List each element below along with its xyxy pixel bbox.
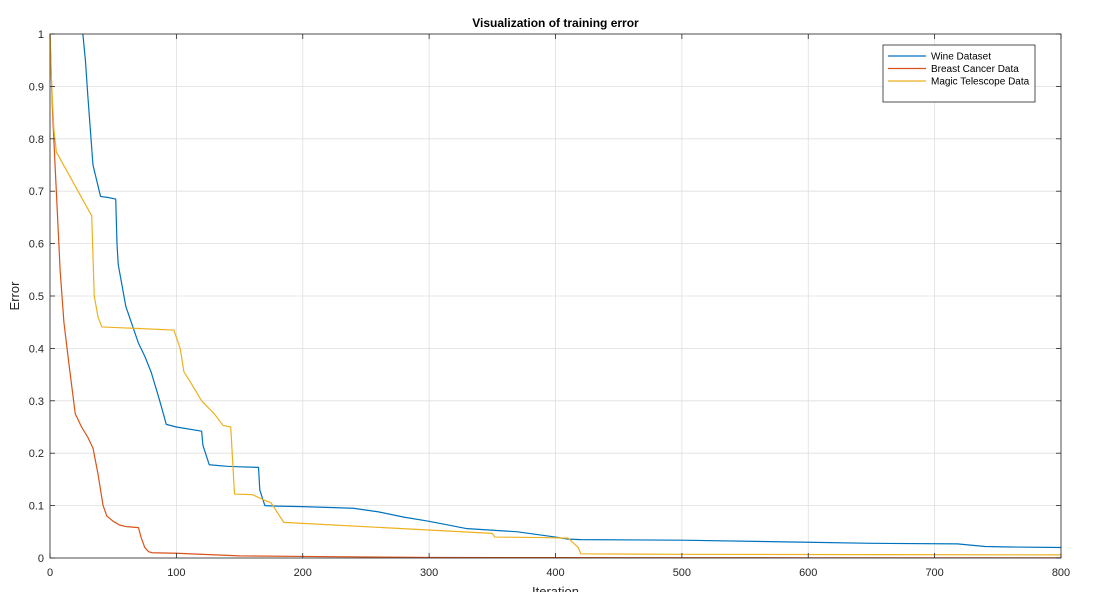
legend-box (882, 44, 1036, 103)
x-tick-label: 500 (673, 567, 691, 579)
y-tick-label: 0.2 (29, 448, 44, 460)
x-tick-label: 0 (47, 567, 53, 579)
x-tick-label: 400 (546, 567, 564, 579)
y-tick-label: 0.9 (29, 81, 44, 93)
x-tick-label: 800 (1052, 567, 1070, 579)
x-tick-label: 700 (925, 567, 943, 579)
y-tick-label: 0.4 (29, 343, 44, 355)
series-line-wine-dataset (82, 34, 1061, 549)
grid-lines (49, 33, 1062, 559)
y-tick-label: 0.3 (29, 396, 44, 408)
series-line-magic-telescope-data (50, 34, 1061, 556)
x-tick-label: 200 (294, 567, 312, 579)
y-tick-label: 0 (38, 553, 44, 565)
x-tick-label: 100 (167, 567, 185, 579)
y-tick-label: 0.7 (29, 186, 44, 198)
y-tick-label: 0.1 (29, 501, 44, 513)
x-axis-label: Iteration (532, 584, 579, 592)
legend-entry: Breast Cancer Data (931, 64, 1019, 75)
y-tick-label: 0.8 (29, 134, 44, 146)
x-tick-label: 600 (799, 567, 817, 579)
axis-ticks: 0 100 200 300 400 500 600 700 800 0 0.1 0.2 0.3 0.4 0.… (29, 29, 1070, 579)
y-tick-label: 1 (38, 29, 44, 41)
y-tick-label: 0.6 (29, 239, 44, 251)
y-tick-label: 0.5 (29, 291, 44, 303)
legend-entry: Magic Telescope Data (931, 77, 1030, 88)
y-axis-label: Error (7, 281, 22, 311)
x-tick-label: 300 (420, 567, 438, 579)
chart-title: Visualization of training error (472, 16, 639, 30)
legend-entry: Wine Dataset (931, 52, 991, 63)
